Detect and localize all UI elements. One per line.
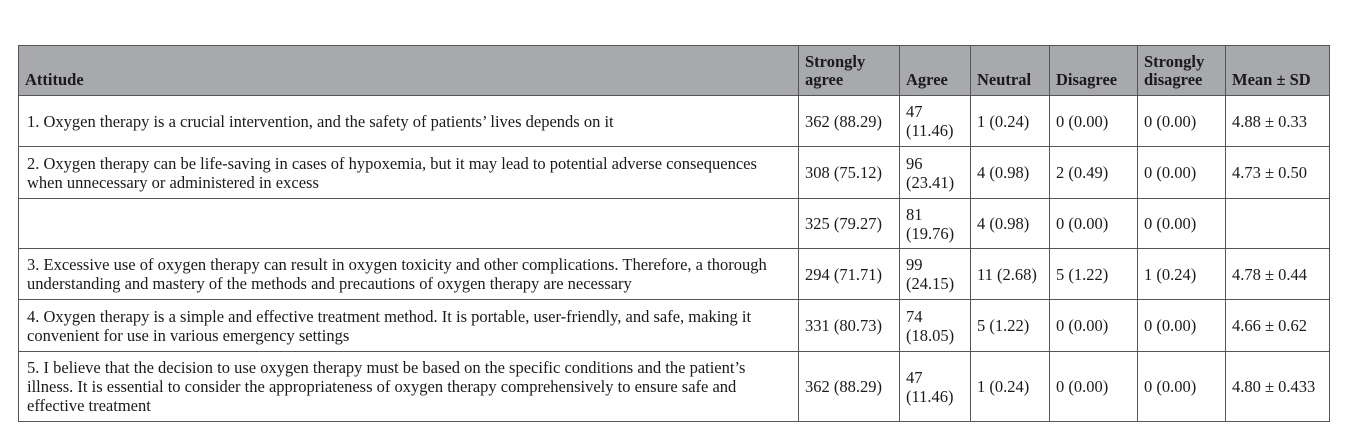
cell-agree: 81 (19.76) (899, 198, 971, 249)
cell-attitude: 3. Excessive use of oxygen therapy can r… (18, 248, 799, 300)
header-strongly-agree: Strongly agree (798, 45, 900, 96)
table-row: 4. Oxygen therapy is a simple and effect… (18, 299, 1330, 352)
table-header: Attitude Strongly agree Agree Neutral Di… (18, 45, 1330, 96)
cell-attitude (18, 198, 799, 249)
table-row: 5. I believe that the decision to use ox… (18, 351, 1330, 422)
cell-neutral: 4 (0.98) (970, 146, 1050, 199)
cell-disagree: 5 (1.22) (1049, 248, 1138, 300)
cell-strongly-agree: 308 (75.12) (798, 146, 900, 199)
cell-agree: 96 (23.41) (899, 146, 971, 199)
cell-neutral: 11 (2.68) (970, 248, 1050, 300)
cell-strongly-agree: 362 (88.29) (798, 95, 900, 147)
table-row: 3. Excessive use of oxygen therapy can r… (18, 248, 1330, 300)
cell-mean-sd: 4.78 ± 0.44 (1225, 248, 1330, 300)
header-row: Attitude Strongly agree Agree Neutral Di… (18, 45, 1330, 96)
cell-disagree: 0 (0.00) (1049, 351, 1138, 422)
cell-attitude: 1. Oxygen therapy is a crucial intervent… (18, 95, 799, 147)
cell-mean-sd: 4.66 ± 0.62 (1225, 299, 1330, 352)
cell-strongly-disagree: 0 (0.00) (1137, 146, 1226, 199)
cell-neutral: 5 (1.22) (970, 299, 1050, 352)
cell-agree: 99 (24.15) (899, 248, 971, 300)
table-body: 1. Oxygen therapy is a crucial intervent… (18, 95, 1330, 422)
cell-attitude: 2. Oxygen therapy can be life-saving in … (18, 146, 799, 199)
cell-agree: 47 (11.46) (899, 95, 971, 147)
attitude-table: Attitude Strongly agree Agree Neutral Di… (18, 45, 1330, 422)
cell-strongly-agree: 362 (88.29) (798, 351, 900, 422)
header-neutral: Neutral (970, 45, 1050, 96)
table-row: 1. Oxygen therapy is a crucial intervent… (18, 95, 1330, 147)
cell-attitude: 4. Oxygen therapy is a simple and effect… (18, 299, 799, 352)
cell-strongly-disagree: 0 (0.00) (1137, 351, 1226, 422)
cell-mean-sd: 4.73 ± 0.50 (1225, 146, 1330, 199)
cell-strongly-disagree: 1 (0.24) (1137, 248, 1226, 300)
cell-disagree: 2 (0.49) (1049, 146, 1138, 199)
table-row: 2. Oxygen therapy can be life-saving in … (18, 146, 1330, 199)
cell-neutral: 1 (0.24) (970, 95, 1050, 147)
header-disagree: Disagree (1049, 45, 1138, 96)
table-row: 325 (79.27) 81 (19.76) 4 (0.98) 0 (0.00)… (18, 198, 1330, 249)
cell-attitude: 5. I believe that the decision to use ox… (18, 351, 799, 422)
cell-strongly-disagree: 0 (0.00) (1137, 95, 1226, 147)
cell-strongly-agree: 331 (80.73) (798, 299, 900, 352)
cell-neutral: 1 (0.24) (970, 351, 1050, 422)
header-strongly-disagree: Strongly disagree (1137, 45, 1226, 96)
header-attitude: Attitude (18, 45, 799, 96)
cell-mean-sd: 4.80 ± 0.433 (1225, 351, 1330, 422)
header-mean-sd: Mean ± SD (1225, 45, 1330, 96)
cell-mean-sd (1225, 198, 1330, 249)
cell-strongly-agree: 294 (71.71) (798, 248, 900, 300)
cell-strongly-disagree: 0 (0.00) (1137, 198, 1226, 249)
attitude-table-container: Attitude Strongly agree Agree Neutral Di… (18, 45, 1330, 422)
cell-agree: 74 (18.05) (899, 299, 971, 352)
header-agree: Agree (899, 45, 971, 96)
cell-strongly-agree: 325 (79.27) (798, 198, 900, 249)
cell-mean-sd: 4.88 ± 0.33 (1225, 95, 1330, 147)
cell-neutral: 4 (0.98) (970, 198, 1050, 249)
cell-disagree: 0 (0.00) (1049, 198, 1138, 249)
cell-agree: 47 (11.46) (899, 351, 971, 422)
cell-disagree: 0 (0.00) (1049, 299, 1138, 352)
cell-strongly-disagree: 0 (0.00) (1137, 299, 1226, 352)
cell-disagree: 0 (0.00) (1049, 95, 1138, 147)
